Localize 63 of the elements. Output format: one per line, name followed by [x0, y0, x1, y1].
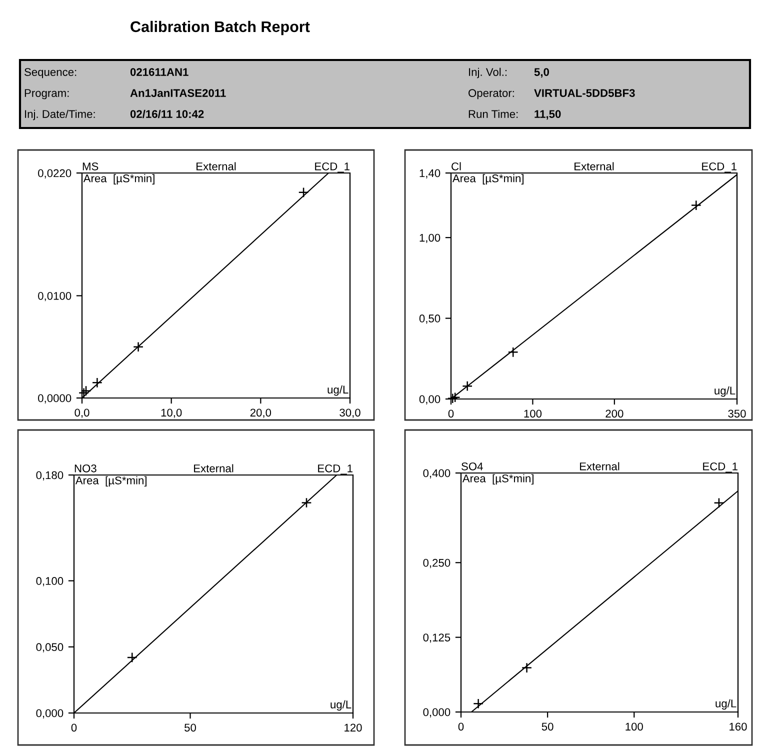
- text: Calibration Batch Report: [130, 20, 310, 36]
- text: Program:: [24, 89, 69, 100]
- y-axis-title: Area [µS*min]: [75, 476, 146, 487]
- x-axis-title: ug/L: [716, 699, 736, 710]
- y-tick-label: 0,000: [423, 708, 450, 718]
- y-tick-label: 0,50: [419, 314, 440, 324]
- chart-title: SO4: [462, 462, 483, 470]
- x-tick-label: 120: [344, 724, 362, 732]
- x-tick-label: 0: [458, 722, 464, 731]
- chart-title: Cl: [452, 162, 461, 170]
- x-tick-label: 0,0: [74, 408, 90, 418]
- x-tick-label: 160: [730, 722, 747, 731]
- text: An1JanITASE2011: [130, 89, 226, 97]
- y-tick-label: 0,00: [419, 395, 440, 404]
- x-axis-title: ug/L: [714, 386, 736, 397]
- y-axis-title: Area [µS*min]: [462, 474, 534, 485]
- chart-title: MS: [82, 162, 98, 170]
- x-axis-title: ug/L: [328, 385, 348, 396]
- text: VIRTUAL-5DD5BF3: [534, 89, 635, 97]
- text: 02/16/11 10:42: [130, 110, 204, 118]
- x-tick-label: 30,0: [340, 408, 360, 418]
- x-tick-label: 50: [542, 722, 554, 731]
- text: External: [580, 462, 620, 470]
- y-tick-label: 0,125: [423, 634, 450, 643]
- x-tick-label: 50: [184, 724, 196, 732]
- chart-title: NO3: [74, 464, 96, 472]
- y-axis-title: Area [µS*min]: [452, 174, 524, 184]
- text: 11,50: [534, 110, 561, 120]
- y-axis-title: Area [µS*min]: [83, 174, 154, 184]
- text: ECD_1: [318, 464, 352, 474]
- text: Inj. Date/Time:: [25, 110, 95, 120]
- x-tick-label: 0: [71, 724, 77, 732]
- text: External: [194, 464, 234, 472]
- text: ECD_1: [315, 162, 350, 172]
- x-tick-label: 20,0: [250, 408, 272, 418]
- text: Sequence:: [24, 68, 76, 78]
- text: Inj. Vol.:: [469, 68, 507, 78]
- text: 5,0: [534, 68, 549, 78]
- y-tick-label: 0,0100: [38, 292, 72, 302]
- x-tick-label: 10,0: [161, 408, 182, 418]
- text: External: [196, 162, 236, 170]
- text: External: [574, 162, 614, 170]
- text: Run Time:: [468, 110, 518, 118]
- x-tick-label: 0: [448, 410, 454, 418]
- y-tick-label: 0,0000: [38, 394, 72, 404]
- y-tick-label: 0,180: [36, 471, 64, 480]
- y-tick-label: 0,0220: [38, 169, 72, 178]
- y-tick-label: 0,100: [36, 577, 64, 586]
- text: Operator:: [468, 89, 514, 100]
- x-axis-title: ug/L: [330, 700, 352, 711]
- text: ECD_1: [703, 462, 738, 472]
- y-tick-label: 0,000: [36, 709, 64, 718]
- y-tick-label: 0,250: [423, 558, 450, 568]
- y-tick-label: 1,00: [420, 234, 440, 244]
- text: ECD_1: [702, 162, 736, 172]
- x-tick-label: 350: [728, 410, 746, 418]
- y-tick-label: 0,050: [36, 643, 64, 652]
- text: 021611AN1: [130, 68, 188, 76]
- x-tick-label: 100: [524, 410, 542, 418]
- x-tick-label: 100: [626, 722, 643, 731]
- y-tick-label: 0,400: [423, 469, 450, 478]
- y-tick-label: 1,40: [420, 169, 440, 178]
- x-tick-label: 200: [606, 410, 624, 418]
